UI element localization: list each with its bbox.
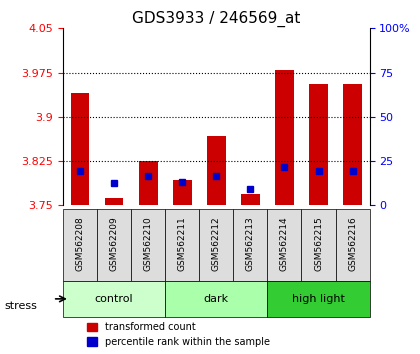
FancyBboxPatch shape [165,281,268,316]
FancyBboxPatch shape [234,209,268,281]
Text: GSM562214: GSM562214 [280,216,289,270]
Text: stress: stress [4,301,37,311]
FancyBboxPatch shape [268,281,370,316]
FancyBboxPatch shape [165,209,199,281]
FancyBboxPatch shape [97,209,131,281]
FancyBboxPatch shape [63,209,97,281]
Text: GSM562212: GSM562212 [212,216,221,270]
Text: GSM562213: GSM562213 [246,216,255,270]
Bar [343,84,362,205]
Bar [241,194,260,205]
Text: high light: high light [292,294,345,304]
FancyBboxPatch shape [302,209,336,281]
Bar [71,93,89,205]
FancyBboxPatch shape [63,281,165,316]
Bar [275,70,294,205]
Text: GSM562216: GSM562216 [348,216,357,270]
Title: GDS3933 / 246569_at: GDS3933 / 246569_at [132,11,300,27]
Text: GSM562209: GSM562209 [110,216,118,270]
FancyBboxPatch shape [131,209,165,281]
Bar [105,198,123,205]
Bar [173,180,192,205]
Legend: transformed count, percentile rank within the sample: transformed count, percentile rank withi… [83,318,273,351]
Text: GSM562211: GSM562211 [178,216,187,270]
Text: control: control [95,294,134,304]
Text: GSM562208: GSM562208 [76,216,84,270]
FancyBboxPatch shape [336,209,370,281]
FancyBboxPatch shape [268,209,302,281]
FancyBboxPatch shape [199,209,234,281]
Bar [309,84,328,205]
Bar [139,161,158,205]
Text: dark: dark [204,294,229,304]
Text: GSM562215: GSM562215 [314,216,323,270]
Bar [207,136,226,205]
Text: GSM562210: GSM562210 [144,216,152,270]
